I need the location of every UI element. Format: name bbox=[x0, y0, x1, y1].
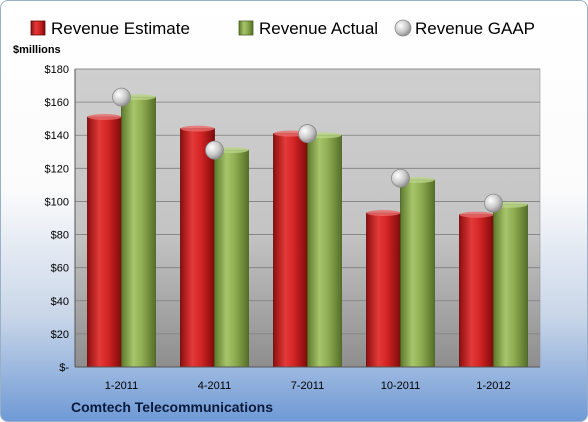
y-unit-label: $millions bbox=[13, 44, 61, 56]
legend-label: Revenue Estimate bbox=[51, 19, 190, 38]
bar-revenue-actual bbox=[493, 204, 528, 368]
gaap-marker bbox=[391, 168, 410, 188]
legend-swatch bbox=[30, 20, 46, 36]
legend-label: Revenue Actual bbox=[259, 19, 378, 38]
y-tick-label: $100 bbox=[45, 196, 69, 208]
bar-revenue-estimate bbox=[366, 212, 401, 368]
bar-top-highlight bbox=[87, 114, 122, 121]
y-tick-label: $60 bbox=[51, 263, 69, 275]
bar-revenue-estimate bbox=[273, 133, 308, 368]
company-name: Comtech Telecommunications bbox=[71, 399, 274, 415]
y-tick-label: $120 bbox=[45, 163, 69, 175]
bar-revenue-actual bbox=[307, 134, 342, 368]
bar-revenue-actual bbox=[400, 179, 435, 368]
bar-top-highlight bbox=[366, 210, 401, 217]
gaap-marker bbox=[484, 193, 503, 213]
gaap-marker bbox=[205, 140, 224, 160]
legend-label: Revenue GAAP bbox=[415, 19, 535, 38]
bar-revenue-estimate bbox=[180, 128, 215, 368]
legend-swatch bbox=[238, 20, 254, 36]
y-tick-label: $- bbox=[59, 362, 69, 374]
y-tick-label: $80 bbox=[51, 230, 69, 242]
bar-revenue-actual bbox=[214, 149, 249, 368]
bar-top-highlight bbox=[459, 211, 494, 218]
bar-revenue-actual bbox=[121, 96, 156, 368]
bar-top-highlight bbox=[180, 125, 215, 132]
x-tick-label: 7-2011 bbox=[291, 380, 324, 392]
bar-revenue-estimate bbox=[459, 214, 494, 368]
x-tick-label: 10-2011 bbox=[381, 380, 421, 392]
x-tick-label: 1-2012 bbox=[476, 380, 510, 392]
legend-swatch bbox=[394, 19, 412, 37]
y-tick-label: $180 bbox=[45, 64, 69, 76]
y-tick-label: $40 bbox=[51, 296, 69, 308]
y-tick-label: $140 bbox=[45, 130, 69, 142]
y-tick-label: $20 bbox=[51, 329, 69, 341]
bar-revenue-estimate bbox=[87, 116, 122, 368]
gaap-marker bbox=[112, 87, 131, 107]
gaap-marker bbox=[298, 124, 317, 143]
x-tick-label: 4-2011 bbox=[198, 380, 231, 392]
x-tick-label: 1-2011 bbox=[105, 380, 138, 392]
y-tick-label: $160 bbox=[45, 97, 69, 109]
